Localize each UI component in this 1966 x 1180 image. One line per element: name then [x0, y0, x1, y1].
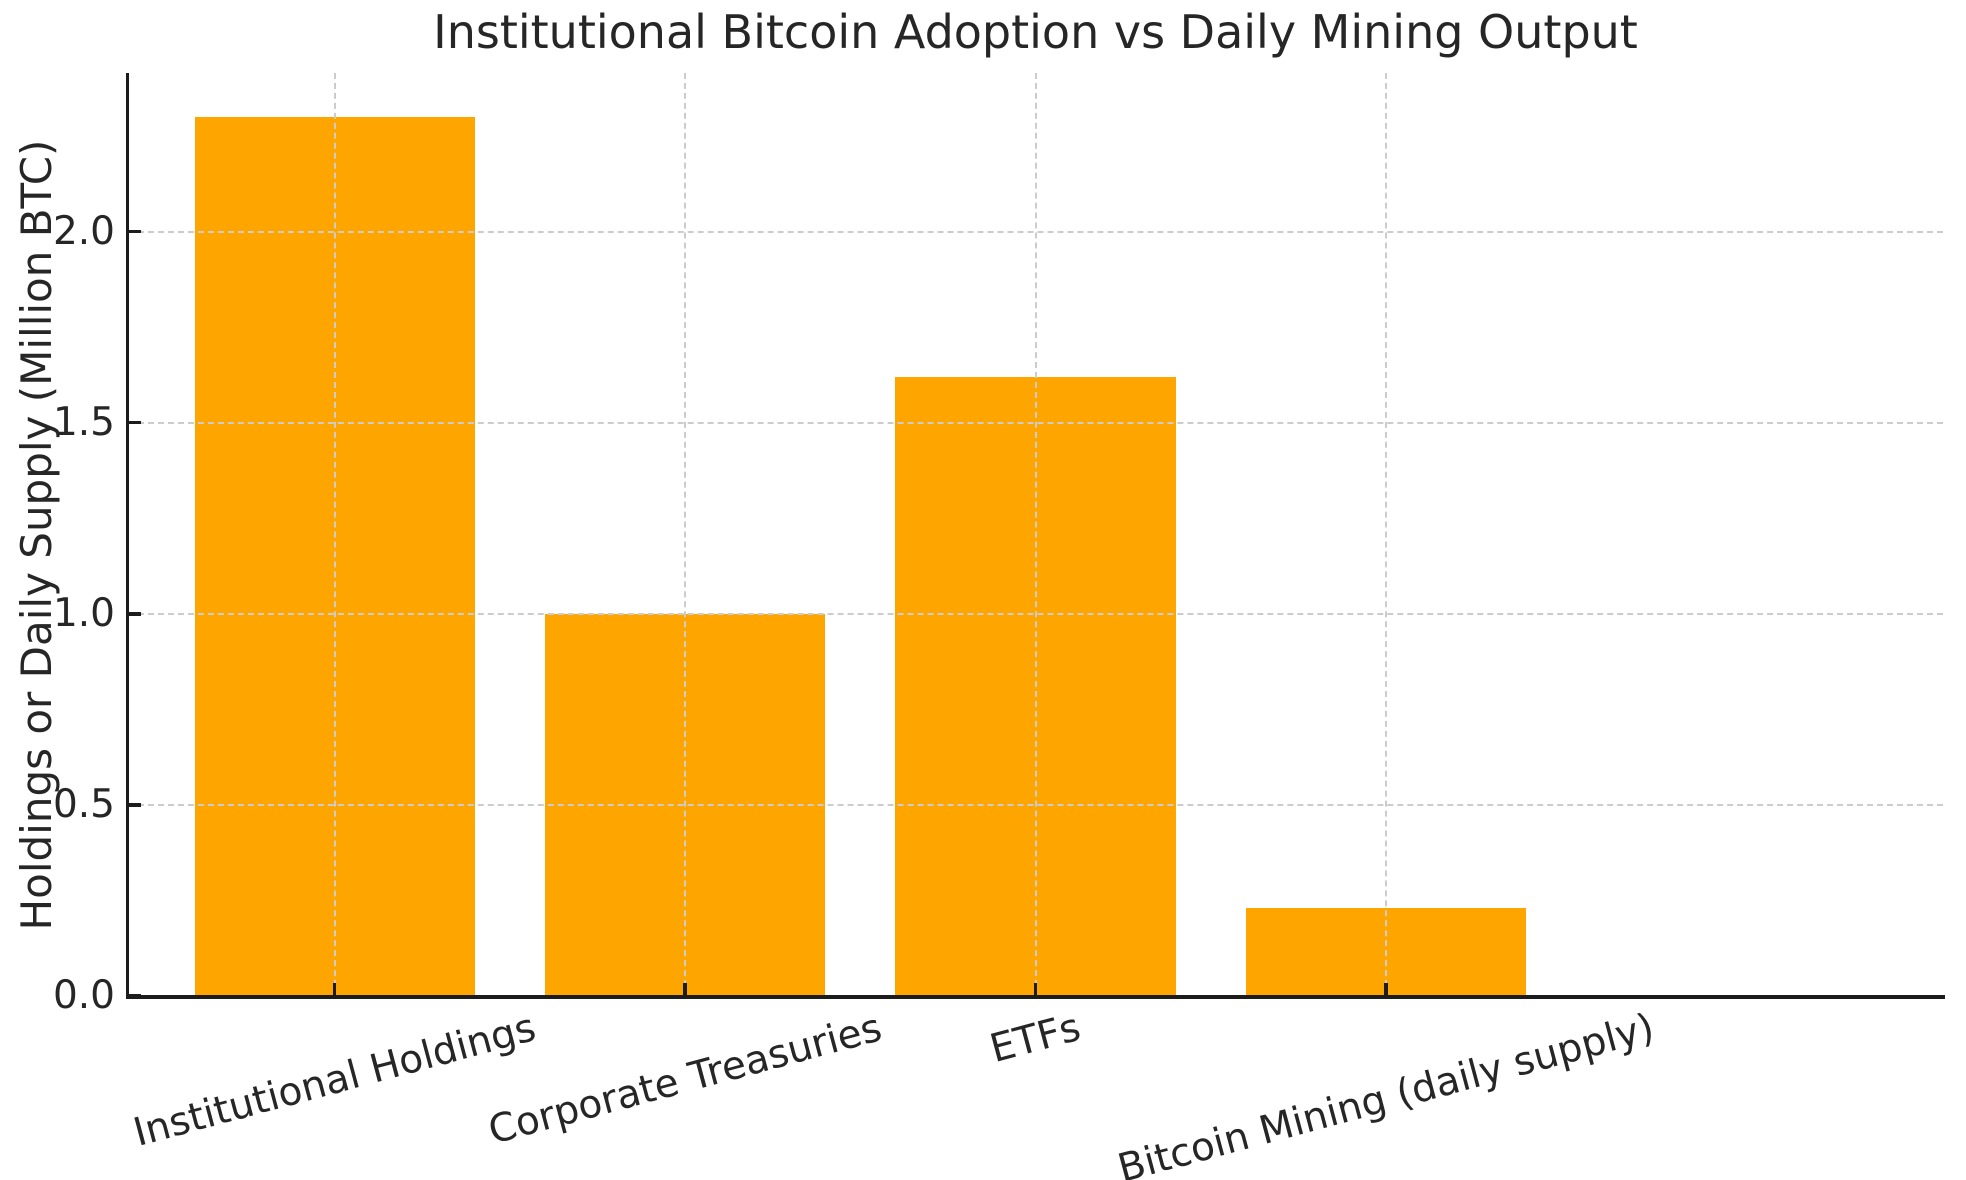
v-gridline	[684, 73, 687, 996]
y-tick-label: 1.0	[52, 590, 115, 636]
v-gridline	[1034, 73, 1037, 996]
y-tick-mark	[128, 420, 141, 425]
x-tick-label-institutional-holdings: Institutional Holdings	[128, 1005, 541, 1156]
y-tick-mark	[128, 994, 141, 998]
chart-title: Institutional Bitcoin Adoption vs Daily …	[433, 5, 1638, 59]
x-tick-mark	[683, 983, 687, 996]
x-tick-label-etfs: ETFs	[985, 1005, 1086, 1073]
v-gridline	[333, 73, 336, 996]
x-tick-label-corporate-treasuries: Corporate Treasuries	[483, 1005, 887, 1154]
y-tick-mark	[128, 803, 141, 807]
x-axis-spine	[126, 995, 1945, 999]
x-tick-mark	[1384, 983, 1388, 996]
y-axis-spine	[126, 73, 129, 999]
y-tick-mark	[128, 612, 141, 616]
x-tick-mark	[332, 983, 337, 996]
y-tick-label: 2.0	[52, 208, 115, 254]
v-gridline	[1384, 73, 1387, 996]
x-tick-label-bitcoin-mining-daily-supply: Bitcoin Mining (daily supply)	[1112, 1005, 1659, 1180]
y-tick-mark	[128, 229, 141, 234]
y-tick-label: 0.5	[52, 781, 115, 827]
x-tick-mark	[1033, 983, 1038, 996]
y-tick-label: 0.0	[52, 973, 115, 1018]
y-tick-label: 1.5	[52, 399, 115, 445]
